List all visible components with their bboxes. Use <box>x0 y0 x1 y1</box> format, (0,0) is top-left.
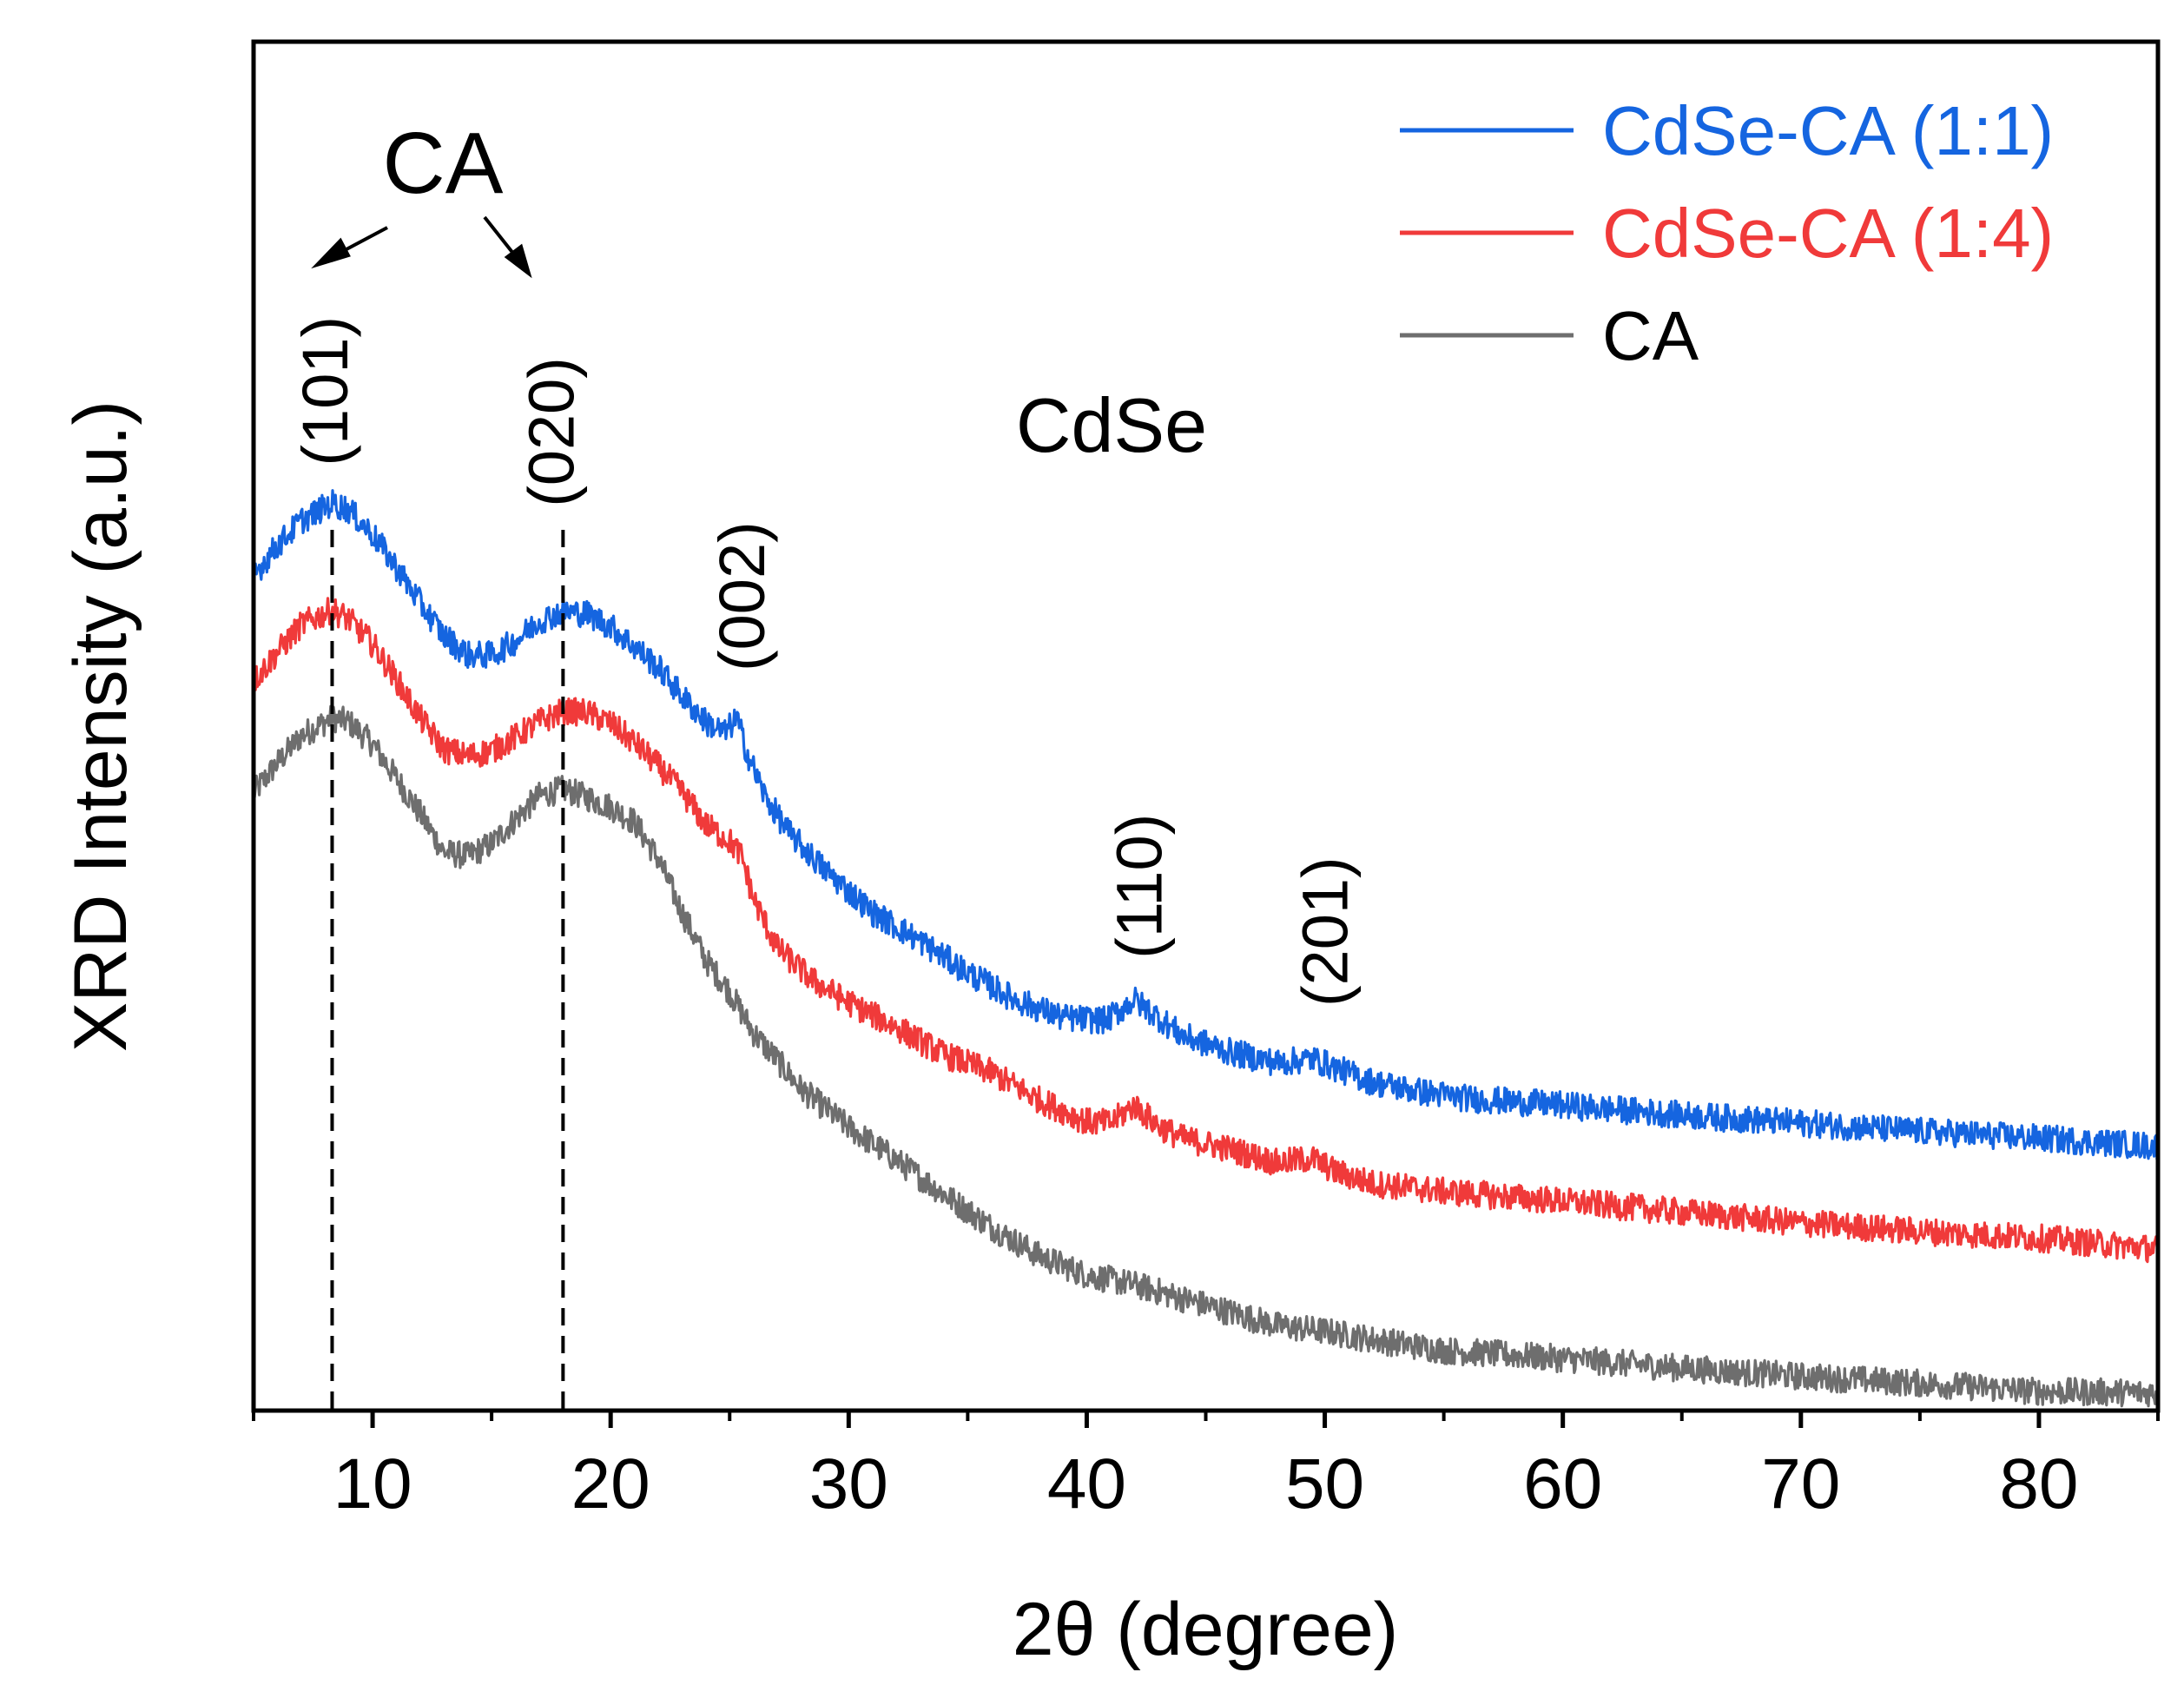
x-tick-label: 60 <box>1523 1444 1602 1523</box>
y-axis-label: XRD Intensity (a.u.) <box>59 400 142 1052</box>
legend-label-1: CdSe-CA (1:4) <box>1602 195 2054 272</box>
x-tick-label: 70 <box>1761 1444 1840 1523</box>
reference-lines <box>330 530 565 1411</box>
series-line-1 <box>252 597 2160 1264</box>
peak-label: (110) <box>1104 814 1176 959</box>
ca-arrow-right-icon <box>483 215 532 279</box>
legend-label-2: CA <box>1602 297 1699 374</box>
peak-label: (201) <box>1290 856 1362 1007</box>
x-tick-label: 80 <box>1999 1444 2078 1523</box>
x-tick-label: 20 <box>571 1444 650 1523</box>
legend-label-0: CdSe-CA (1:1) <box>1602 92 2054 169</box>
series-line-2 <box>252 704 2160 1408</box>
x-tick-label: 30 <box>809 1444 888 1523</box>
cdse-annotation-label: CdSe <box>1016 382 1207 468</box>
x-tick-label: 40 <box>1047 1444 1126 1523</box>
peak-labels: (101) (020) (002) (110) (201) <box>289 316 1361 1007</box>
x-tick-label: 50 <box>1285 1444 1364 1523</box>
x-axis-label: 2θ (degree) <box>1013 1588 1399 1671</box>
series-layer <box>252 489 2160 1408</box>
x-axis-ticks: 10 20 30 40 50 60 70 80 <box>252 1411 2160 1523</box>
x-tick-label: 10 <box>333 1444 412 1523</box>
peak-label: (002) <box>706 521 778 671</box>
peak-label: (020) <box>516 357 588 507</box>
ca-annotation-label: CA <box>383 115 504 212</box>
ca-arrow-left-icon <box>311 226 388 269</box>
series-line-0 <box>252 489 2160 1161</box>
legend: CdSe-CA (1:1) CdSe-CA (1:4) CA <box>1400 92 2054 374</box>
peak-label: (101) <box>289 316 361 466</box>
